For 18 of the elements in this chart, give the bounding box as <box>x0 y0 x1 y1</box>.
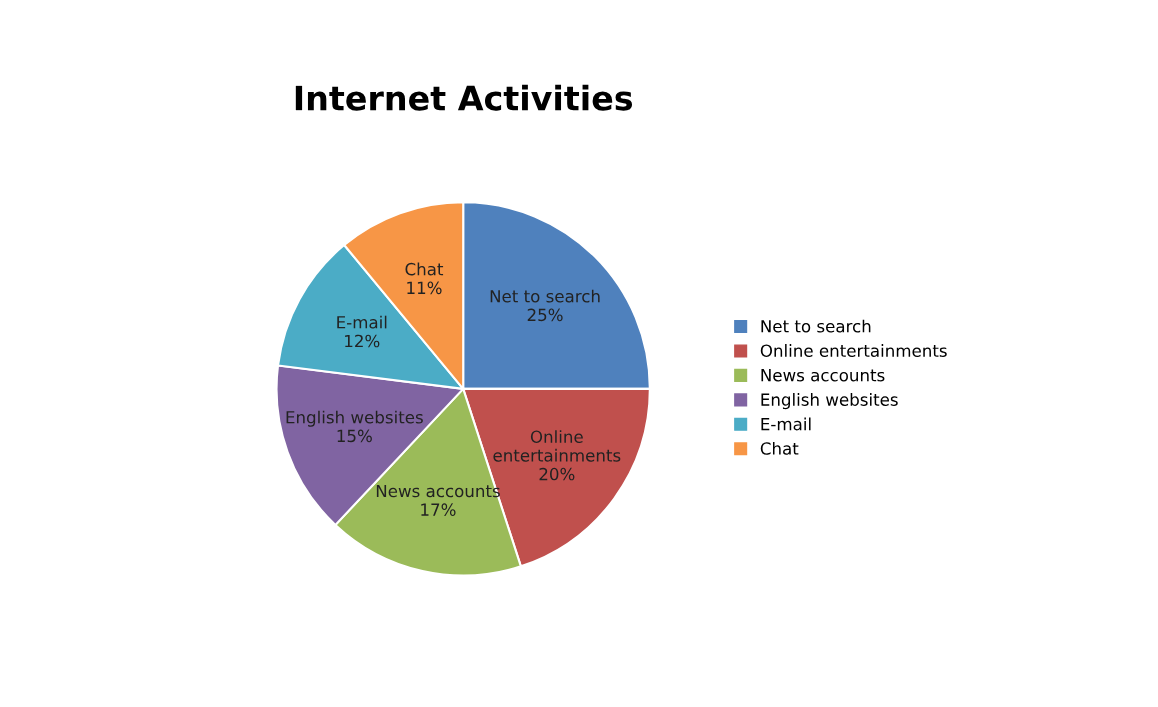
legend-label: E-mail <box>761 417 811 431</box>
legend-label: Online entertainments <box>760 344 947 357</box>
slice-label: Chat <box>405 262 444 276</box>
data-label: 11% <box>407 281 442 295</box>
slice-label: English websites <box>286 410 423 427</box>
legend-label: Net to search <box>761 319 871 333</box>
slice-label: Net to search <box>490 289 600 303</box>
chart-title: Internet Activities <box>295 84 633 111</box>
data-label: 15% <box>337 429 372 443</box>
legend-label: News accounts <box>761 369 885 382</box>
slice-label: Online entertainments <box>493 430 621 462</box>
data-label: 12% <box>345 334 380 348</box>
data-label: 20% <box>539 467 575 481</box>
legend-label: English websites <box>761 393 898 410</box>
slice-label: E-mail <box>337 315 387 329</box>
legend-label: Chat <box>760 441 799 455</box>
data-label: 17% <box>421 503 456 516</box>
data-label: 25% <box>527 308 563 322</box>
